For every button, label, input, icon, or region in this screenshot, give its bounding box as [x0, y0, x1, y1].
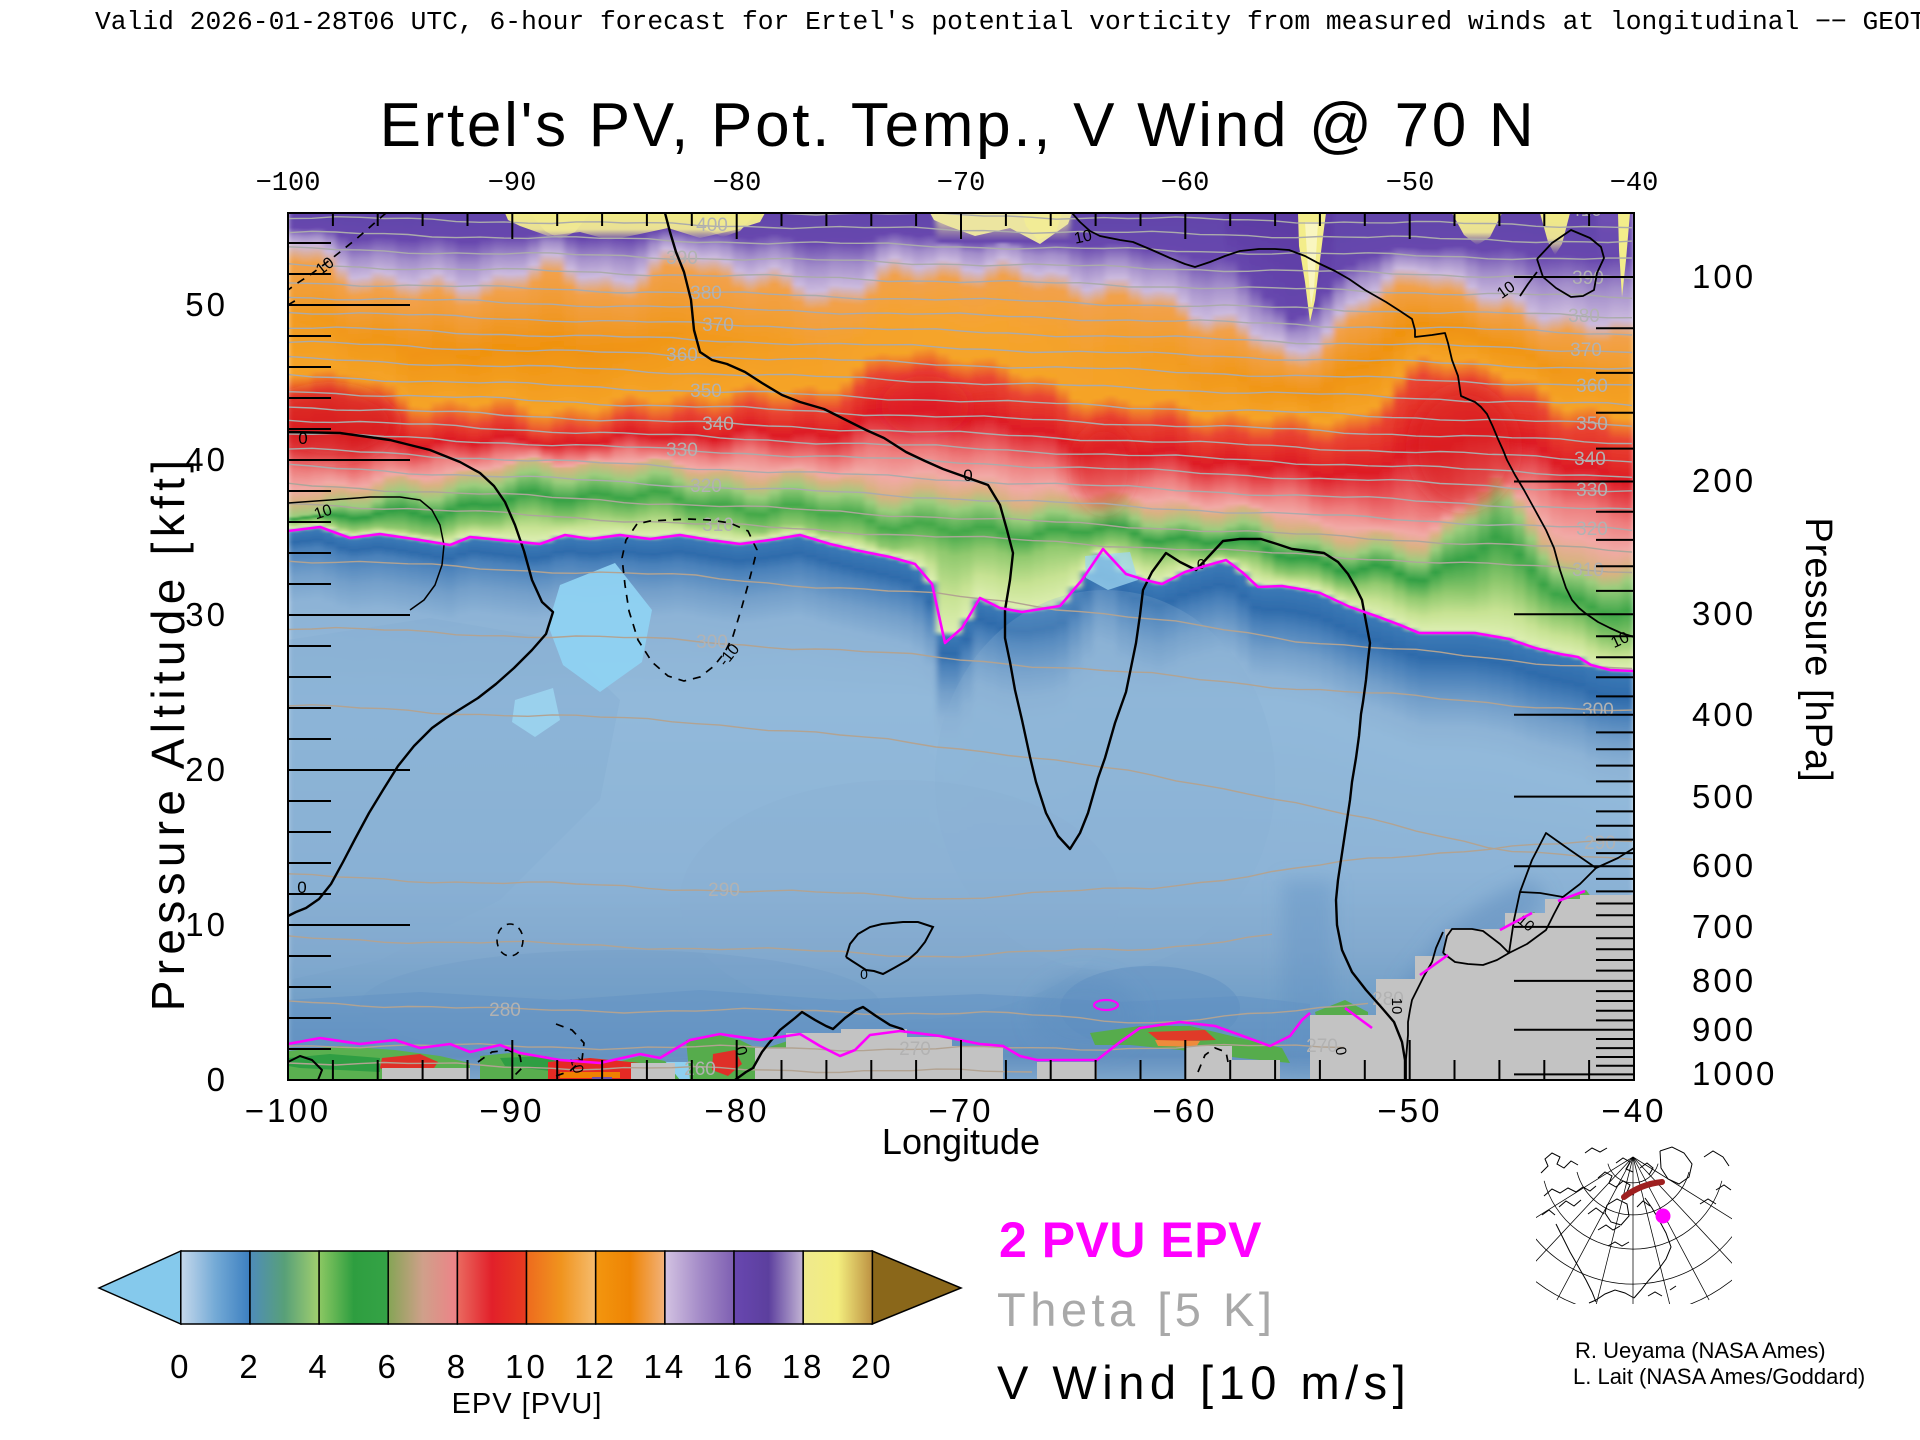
- svg-text:−90: −90: [488, 169, 537, 199]
- svg-text:0: 0: [1331, 1046, 1349, 1057]
- svg-text:10: 10: [1609, 629, 1632, 652]
- svg-text:10: 10: [505, 1348, 548, 1385]
- svg-text:300: 300: [1692, 595, 1756, 632]
- svg-text:50: 50: [185, 286, 228, 323]
- svg-text:340: 340: [702, 414, 734, 435]
- svg-text:800: 800: [1692, 962, 1756, 999]
- svg-text:Pressure [hPa]: Pressure [hPa]: [1797, 517, 1839, 782]
- svg-text:310: 310: [702, 515, 734, 536]
- svg-text:200: 200: [1692, 462, 1756, 499]
- svg-text:400: 400: [696, 215, 728, 236]
- svg-text:600: 600: [1692, 847, 1756, 884]
- svg-text:0: 0: [1197, 556, 1205, 573]
- svg-text:Ertel's PV, Pot. Temp., V Wind: Ertel's PV, Pot. Temp., V Wind @ 70 N: [380, 91, 1537, 160]
- svg-text:0: 0: [207, 1061, 228, 1098]
- svg-text:290: 290: [1584, 833, 1616, 854]
- svg-text:360: 360: [666, 345, 698, 366]
- svg-text:−40: −40: [1602, 1092, 1667, 1129]
- svg-text:1000: 1000: [1692, 1055, 1777, 1092]
- svg-text:300: 300: [1582, 700, 1614, 721]
- svg-text:14: 14: [644, 1348, 687, 1385]
- svg-text:370: 370: [1570, 340, 1602, 361]
- svg-text:40: 40: [185, 441, 228, 478]
- svg-text:370: 370: [702, 315, 734, 336]
- svg-text:340: 340: [1574, 449, 1606, 470]
- svg-text:20: 20: [185, 751, 228, 788]
- svg-text:L. Lait (NASA Ames/Goddard): L. Lait (NASA Ames/Goddard): [1573, 1364, 1865, 1389]
- svg-text:350: 350: [1576, 414, 1608, 435]
- svg-text:−100: −100: [245, 1092, 331, 1129]
- svg-text:10: 10: [185, 906, 228, 943]
- svg-text:20: 20: [851, 1348, 894, 1385]
- svg-text:6: 6: [378, 1348, 399, 1385]
- svg-text:−80: −80: [713, 169, 762, 199]
- svg-text:10: 10: [312, 502, 334, 524]
- svg-text:700: 700: [1692, 908, 1756, 945]
- svg-text:12: 12: [574, 1348, 617, 1385]
- svg-text:2 PVU EPV: 2 PVU EPV: [999, 1212, 1262, 1268]
- svg-text:290: 290: [708, 880, 740, 901]
- svg-text:EPV [PVU]: EPV [PVU]: [452, 1388, 603, 1420]
- svg-text:270: 270: [1306, 1036, 1338, 1057]
- svg-text:260: 260: [684, 1059, 716, 1080]
- svg-text:350: 350: [690, 381, 722, 402]
- svg-text:320: 320: [690, 476, 722, 497]
- svg-text:−60: −60: [1153, 1092, 1218, 1129]
- svg-text:0: 0: [170, 1348, 191, 1385]
- svg-text:100: 100: [1692, 258, 1756, 295]
- svg-text:4: 4: [308, 1348, 329, 1385]
- svg-text:Theta [5 K]: Theta [5 K]: [997, 1283, 1276, 1336]
- svg-text:−90: −90: [480, 1092, 545, 1129]
- svg-text:Valid 2026-01-28T06 UTC, 6-hou: Valid 2026-01-28T06 UTC, 6-hour forecast…: [95, 7, 1920, 37]
- svg-text:−70: −70: [929, 1092, 994, 1129]
- svg-text:30: 30: [185, 596, 228, 633]
- svg-text:18: 18: [782, 1348, 825, 1385]
- svg-text:0: 0: [860, 966, 868, 982]
- svg-text:500: 500: [1692, 778, 1756, 815]
- svg-text:8: 8: [447, 1348, 468, 1385]
- svg-text:320: 320: [1576, 519, 1608, 540]
- svg-text:300: 300: [696, 632, 728, 653]
- svg-text:390: 390: [666, 248, 698, 269]
- svg-text:380: 380: [1568, 306, 1600, 327]
- svg-text:410: 410: [1570, 200, 1602, 221]
- svg-text:−100: −100: [256, 169, 321, 199]
- svg-text:10: 10: [1073, 227, 1094, 247]
- svg-text:−50: −50: [1378, 1092, 1443, 1129]
- svg-text:−60: −60: [1161, 169, 1210, 199]
- svg-text:330: 330: [1576, 480, 1608, 501]
- svg-text:0: 0: [963, 466, 972, 485]
- svg-text:−80: −80: [705, 1092, 770, 1129]
- svg-text:0: 0: [298, 429, 307, 448]
- svg-text:−70: −70: [937, 169, 986, 199]
- svg-text:V Wind [10 m/s]: V Wind [10 m/s]: [997, 1356, 1411, 1409]
- svg-text:0: 0: [297, 878, 306, 897]
- svg-text:360: 360: [1576, 376, 1608, 397]
- svg-text:2: 2: [239, 1348, 260, 1385]
- svg-text:16: 16: [713, 1348, 756, 1385]
- svg-text:310: 310: [1572, 560, 1604, 581]
- svg-text:270: 270: [899, 1039, 931, 1060]
- svg-text:10: 10: [1388, 998, 1405, 1015]
- svg-text:−40: −40: [1610, 169, 1659, 199]
- svg-text:380: 380: [690, 283, 722, 304]
- svg-text:−50: −50: [1386, 169, 1435, 199]
- svg-text:900: 900: [1692, 1011, 1756, 1048]
- svg-text:280: 280: [489, 1000, 521, 1021]
- svg-text:390: 390: [1572, 268, 1604, 289]
- svg-text:330: 330: [666, 440, 698, 461]
- svg-text:400: 400: [1692, 696, 1756, 733]
- svg-text:Longitude: Longitude: [882, 1121, 1040, 1162]
- svg-text:Pressure Altitude [kft]: Pressure Altitude [kft]: [142, 455, 194, 1012]
- svg-text:R. Ueyama (NASA Ames): R. Ueyama (NASA Ames): [1575, 1338, 1826, 1363]
